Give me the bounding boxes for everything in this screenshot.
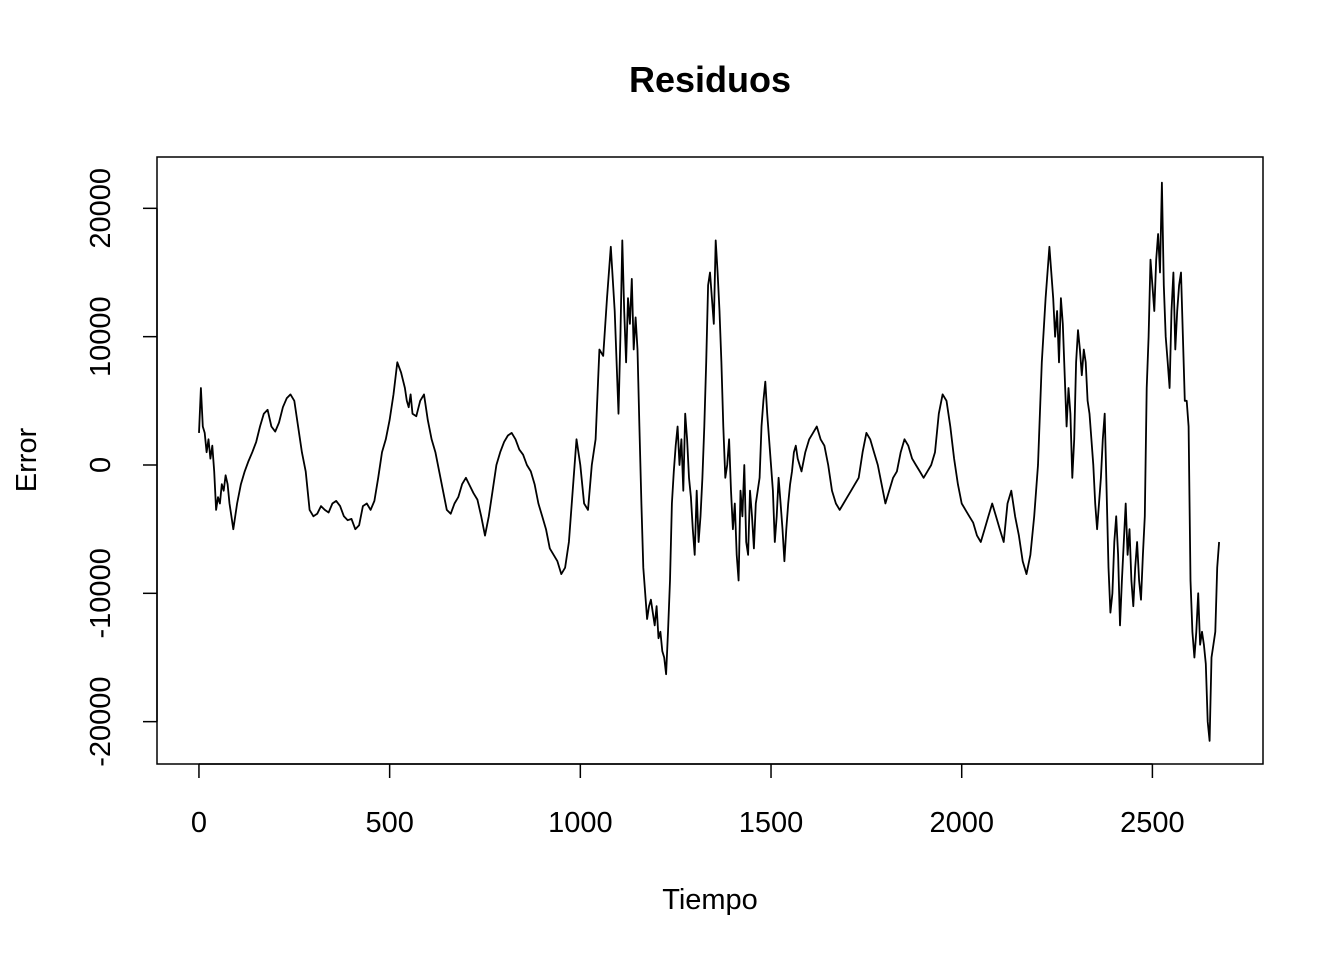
x-tick-label: 0	[191, 807, 207, 839]
series-group	[198, 181, 1220, 742]
plot-frame	[156, 156, 1264, 765]
y-tick-label: 0	[85, 457, 117, 473]
x-axis-label: Tiempo	[662, 884, 758, 916]
x-tick-label: 1000	[548, 807, 613, 839]
y-tick-label: 20000	[85, 168, 117, 249]
x-tick-label: 2000	[929, 807, 994, 839]
x-axis: 0 500 1000 1500 2000 2500	[191, 763, 1185, 839]
x-tick-label: 1500	[739, 807, 804, 839]
y-axis: -20000 -10000 0 10000 20000	[85, 168, 158, 767]
x-tick-label: 500	[365, 807, 413, 839]
series-line	[198, 181, 1220, 742]
x-tick-label: 2500	[1120, 807, 1185, 839]
y-tick-label: -20000	[85, 676, 117, 766]
y-tick-label: 10000	[85, 296, 117, 377]
y-tick-label: -10000	[85, 548, 117, 638]
y-axis-label: Error	[11, 427, 43, 492]
chart-title: Residuos	[629, 59, 791, 100]
